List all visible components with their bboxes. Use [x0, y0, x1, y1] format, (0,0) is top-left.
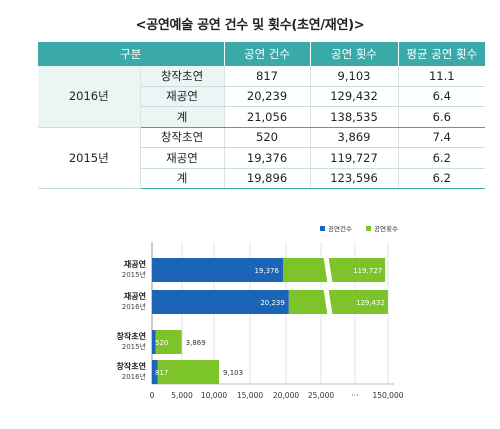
- bar-times: [327, 290, 388, 314]
- count-cell: 19,896: [224, 168, 311, 189]
- avg-cell: 7.4: [398, 127, 486, 148]
- kind-cell: 계: [140, 106, 225, 128]
- times-cell: 138,535: [310, 106, 399, 128]
- count-cell: 19,376: [224, 147, 311, 169]
- year-cell: 2016년: [38, 66, 141, 128]
- avg-cell: 6.6: [398, 106, 486, 128]
- data-label-times: 119,727: [353, 267, 382, 275]
- bar-times: [282, 258, 329, 282]
- axis-break-mark: [325, 288, 333, 316]
- times-cell: 129,432: [310, 86, 399, 107]
- header-count: 공연 건수: [224, 42, 311, 66]
- legend-swatch: [366, 226, 371, 231]
- x-tick-label: 20,000: [273, 391, 299, 400]
- category-label: 재공연: [124, 259, 146, 269]
- times-cell: 3,869: [310, 127, 399, 148]
- data-label-count: 20,239: [260, 299, 285, 307]
- kind-cell: 창작초연: [140, 66, 225, 87]
- axis-break-mark: [323, 288, 331, 316]
- bar-times: [157, 360, 220, 384]
- data-label-times: 129,432: [356, 299, 385, 307]
- table-row: 계 19,896 123,596 6.2: [38, 168, 486, 189]
- kind-cell: 재공연: [140, 147, 225, 169]
- table-row: 2016년 창작초연 817 9,103 11.1: [38, 66, 486, 128]
- bar-count: [152, 258, 283, 282]
- data-label-count: 520: [155, 339, 168, 347]
- category-label: 창작초연: [117, 361, 146, 371]
- x-tick-label: 10,000: [201, 391, 227, 400]
- avg-cell: 6.2: [398, 168, 486, 189]
- count-cell: 21,056: [224, 106, 311, 128]
- data-label-count: 817: [155, 369, 168, 377]
- x-tick-label: 5,000: [171, 391, 193, 400]
- legend-label: 공연횟수: [374, 224, 398, 233]
- data-label-count: 19,376: [254, 267, 279, 275]
- x-tick-label: 25,000: [308, 391, 334, 400]
- year-cell: 2015년: [38, 127, 141, 189]
- count-cell: 520: [224, 127, 311, 148]
- axis-break-mark: [325, 256, 333, 284]
- x-tick-label: 15,000: [237, 391, 263, 400]
- table-row: 2015년 창작초연 520 3,869 7.4: [38, 127, 486, 189]
- avg-cell: 6.2: [398, 147, 486, 169]
- avg-cell: 11.1: [398, 66, 486, 87]
- header-category: 구분: [38, 42, 225, 66]
- category-label: 창작초연: [117, 331, 146, 341]
- legend-label: 공연건수: [328, 224, 352, 233]
- times-cell: 9,103: [310, 66, 399, 87]
- data-label-times: 3,869: [186, 339, 206, 347]
- legend-swatch: [320, 226, 325, 231]
- page-title: <공연예술 공연 건수 및 횟수(초연/재연)>: [135, 18, 365, 33]
- kind-cell: 재공연: [140, 86, 225, 107]
- header-times: 공연 횟수: [310, 42, 399, 66]
- stacked-bar-chart: 0 5,000 10,000 15,000 20,000 25,000 ··· 150,000…: [117, 224, 404, 400]
- header-average: 평균 공연 횟수: [398, 42, 486, 66]
- axis-break-mark: [323, 256, 331, 284]
- category-year-label: 2016년: [122, 302, 146, 311]
- category-label: 재공연: [124, 291, 146, 301]
- table-row: 재공연 20,239 129,432 6.4: [38, 86, 486, 107]
- x-tick-label: 150,000: [372, 391, 403, 400]
- category-year-label: 2015년: [122, 342, 146, 351]
- bar-count: [152, 330, 156, 354]
- stats-table: 구분 공연 건수 공연 횟수 평균 공연 횟수 2016년 창작초연 817 9…: [38, 42, 486, 189]
- avg-cell: 6.4: [398, 86, 486, 107]
- table-row: 계 21,056 138,535 6.6: [38, 106, 486, 128]
- table-header-row: 구분 공연 건수 공연 횟수 평균 공연 횟수: [38, 42, 486, 66]
- bar-count: [152, 290, 289, 314]
- times-cell: 119,727: [310, 147, 399, 169]
- table-row: 재공연 19,376 119,727 6.2: [38, 147, 486, 169]
- bar-times: [155, 330, 182, 354]
- kind-cell: 창작초연: [140, 127, 225, 148]
- data-label-times: 9,103: [223, 369, 243, 377]
- times-cell: 123,596: [310, 168, 399, 189]
- bar-count: [152, 360, 158, 384]
- bar-times: [288, 290, 329, 314]
- count-cell: 20,239: [224, 86, 311, 107]
- bar-times: [327, 258, 386, 282]
- kind-cell: 계: [140, 168, 225, 189]
- category-year-label: 2016년: [122, 372, 146, 381]
- category-year-label: 2015년: [122, 270, 146, 279]
- x-tick-label: ···: [351, 391, 358, 400]
- count-cell: 817: [224, 66, 311, 87]
- x-tick-label: 0: [150, 391, 155, 400]
